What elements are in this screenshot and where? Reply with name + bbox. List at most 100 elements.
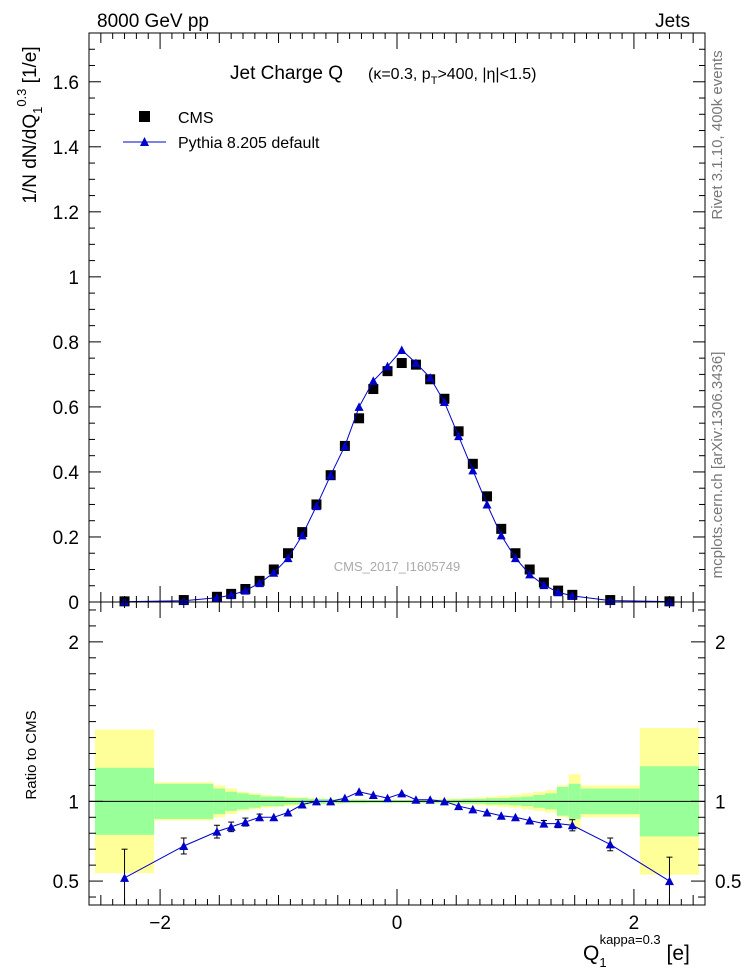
cms-point bbox=[354, 413, 365, 424]
legend-marker-pythia bbox=[140, 137, 149, 146]
pythia-point bbox=[311, 501, 321, 511]
pythia-point bbox=[454, 431, 464, 441]
main-ytick-label: 0 bbox=[68, 593, 79, 614]
ratio-point bbox=[311, 796, 321, 806]
ratio-point bbox=[397, 788, 407, 798]
pythia-point bbox=[496, 530, 506, 540]
pythia-point bbox=[397, 345, 407, 355]
ratio-point bbox=[226, 822, 236, 831]
main-title: Jet Charge Q bbox=[230, 63, 343, 84]
pythia-point bbox=[269, 568, 279, 577]
ratio-point bbox=[383, 793, 393, 803]
mcplots-label: mcplots.cern.ch [arXiv:1306.3436] bbox=[709, 352, 726, 579]
ratio-point bbox=[496, 811, 506, 820]
ratio-point bbox=[605, 839, 615, 849]
ratio-point bbox=[482, 808, 492, 817]
ratio-point bbox=[283, 808, 293, 817]
pythia-point bbox=[553, 587, 563, 597]
cms-point bbox=[368, 384, 379, 395]
main-ytick-label: 1 bbox=[68, 268, 79, 289]
ratio-point bbox=[120, 873, 130, 882]
pythia-point bbox=[411, 358, 421, 368]
cms-point bbox=[496, 523, 507, 534]
pythia-point bbox=[240, 586, 250, 595]
pythia-point bbox=[525, 569, 535, 579]
cms-point bbox=[283, 548, 294, 559]
ratio-point bbox=[553, 819, 563, 828]
legend-marker-cms bbox=[139, 111, 150, 122]
ratio-point bbox=[340, 793, 350, 803]
cms-point bbox=[482, 491, 493, 502]
pythia-point bbox=[354, 402, 364, 411]
pythia-point bbox=[383, 361, 393, 371]
main-ytick-label: 0.4 bbox=[53, 463, 80, 484]
ratio-point bbox=[510, 812, 520, 822]
pythia-point bbox=[368, 376, 378, 385]
ratio-xtick-label: 0 bbox=[392, 913, 403, 934]
ratio-point bbox=[269, 812, 279, 822]
ratio-point bbox=[368, 790, 378, 799]
rivet-label: Rivet 3.1.10, 400k events bbox=[709, 50, 726, 219]
cms-point bbox=[382, 366, 393, 377]
ratio-point bbox=[468, 804, 478, 814]
main-ytick-label: 1.4 bbox=[53, 138, 80, 159]
main-ytick-label: 0.8 bbox=[53, 333, 79, 354]
ratio-point bbox=[179, 841, 189, 850]
ratio-point bbox=[425, 795, 435, 804]
pythia-point bbox=[539, 580, 549, 590]
main-ytick-label: 1.2 bbox=[53, 203, 79, 224]
ratio-point bbox=[525, 815, 535, 825]
ratio-point bbox=[454, 801, 464, 811]
pythia-point bbox=[326, 470, 336, 480]
ratio-point bbox=[354, 787, 364, 796]
x-axis-label: Q1kappa=0.3 [e] bbox=[583, 932, 690, 970]
axes-layer: 0 0.2 0.4 0.6 0.8 1 1.2 1.4 1.6 −2 0 2 0.5 0.5 1 1 2 2 bbox=[53, 32, 741, 934]
ratio-point bbox=[411, 795, 421, 804]
series-layer bbox=[119, 345, 675, 905]
pythia-point bbox=[297, 530, 307, 540]
pythia-point bbox=[425, 373, 435, 382]
cms-point bbox=[453, 426, 464, 437]
ratio-plot-frame bbox=[88, 601, 706, 906]
ratio-point bbox=[664, 876, 674, 886]
header-left: 8000 GeV pp bbox=[97, 11, 209, 32]
main-ytick-label: 0.2 bbox=[53, 528, 79, 549]
ratio-point bbox=[439, 796, 449, 806]
ratio-ylabel: Ratio to CMS bbox=[23, 710, 40, 799]
ratio-ytick-label-right: 1 bbox=[715, 792, 726, 813]
main-ytick-label: 0.6 bbox=[53, 398, 79, 419]
legend-label-cms: CMS bbox=[178, 110, 214, 127]
cms-point bbox=[510, 548, 521, 559]
ratio-ytick-label: 0.5 bbox=[53, 872, 79, 893]
ratio-point bbox=[567, 820, 577, 830]
cms-point bbox=[467, 458, 478, 469]
watermark: CMS_2017_I1605749 bbox=[334, 559, 461, 574]
pythia-point bbox=[468, 465, 478, 475]
pythia-point bbox=[340, 441, 350, 450]
ratio-ytick-label-right: 2 bbox=[715, 633, 726, 654]
header-right: Jets bbox=[655, 11, 690, 32]
ratio-point bbox=[326, 796, 336, 806]
ratio-xtick-label: 2 bbox=[629, 913, 640, 934]
main-ytick-label: 1.6 bbox=[53, 73, 79, 94]
main-ylabel: 1/N dN/dQ10.3 [1/e] bbox=[14, 46, 45, 203]
pythia-point bbox=[283, 553, 293, 563]
pythia-point bbox=[439, 397, 449, 407]
legend-label-pythia: Pythia 8.205 default bbox=[178, 135, 320, 152]
pythia-point bbox=[226, 590, 236, 600]
ratio-ytick-label: 2 bbox=[68, 633, 79, 654]
ratio-ytick-label: 1 bbox=[68, 792, 79, 813]
pythia-point bbox=[482, 499, 492, 509]
ratio-point bbox=[240, 817, 250, 827]
title-params: (κ=0.3, pT>400, |η|<1.5) bbox=[368, 66, 537, 87]
pythia-point bbox=[510, 553, 520, 563]
ratio-xtick-label: −2 bbox=[149, 913, 171, 934]
ratio-point bbox=[539, 819, 549, 828]
ratio-point bbox=[212, 827, 222, 836]
ratio-point bbox=[255, 812, 265, 822]
ratio-point bbox=[297, 800, 307, 809]
title-main: Jet Charge Q bbox=[230, 63, 343, 84]
pythia-point bbox=[255, 578, 265, 588]
ratio-ytick-label-right: 0.5 bbox=[715, 872, 741, 893]
